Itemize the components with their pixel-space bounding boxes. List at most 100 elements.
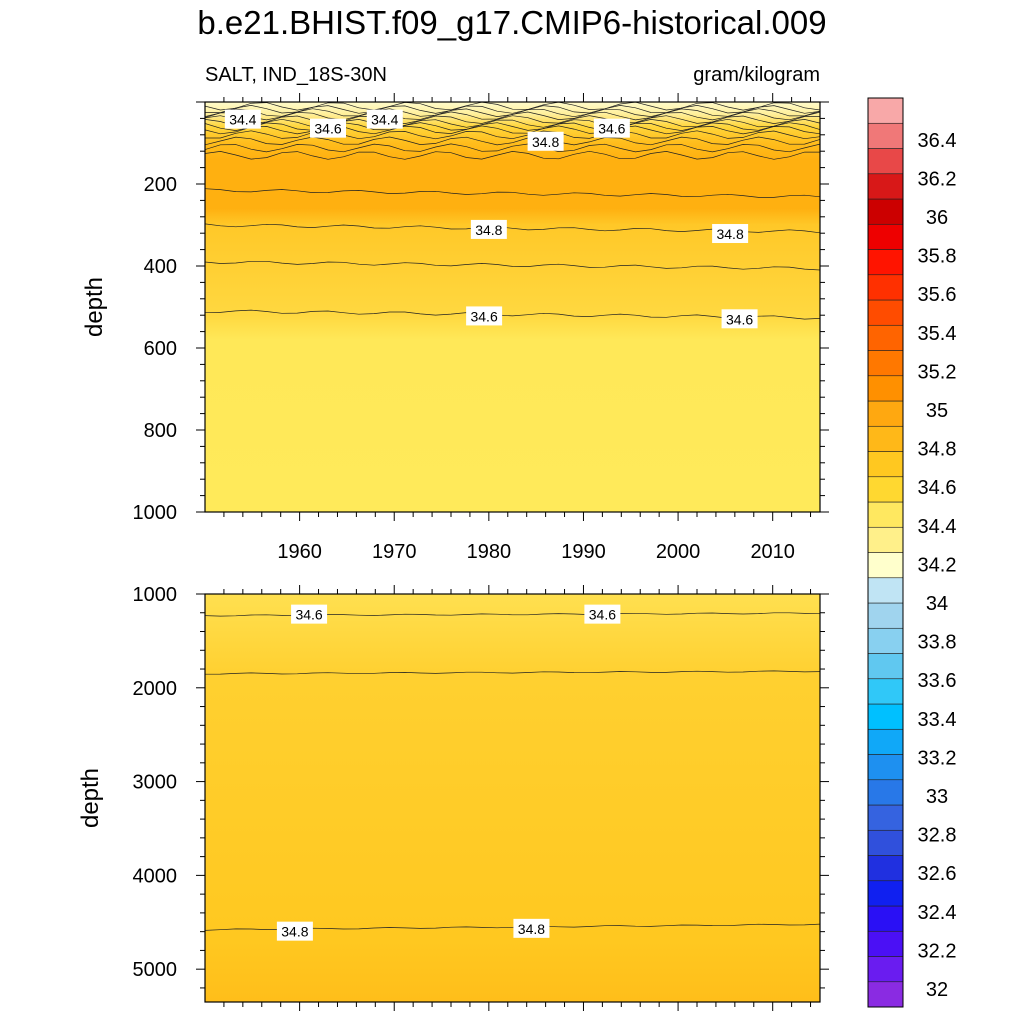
top-contour-labels: 34.4 34.6 34.4 34.8 34.6 34.8 34.8 34.6 34.6 xyxy=(224,109,758,329)
y-tick-label: 400 xyxy=(144,256,177,278)
contour-label-text: 34.8 xyxy=(281,924,308,940)
colorbar-level-label: 32.6 xyxy=(918,863,957,885)
contour-line xyxy=(205,136,820,146)
colorbar-swatch xyxy=(867,249,904,276)
contour-line xyxy=(205,118,820,128)
contour-label-text: 34.8 xyxy=(716,226,743,242)
x-tick-label: 1970 xyxy=(372,541,417,563)
colorbar-frame xyxy=(867,97,904,1008)
contour-line xyxy=(205,188,820,198)
colorbar-swatch xyxy=(867,703,904,730)
colorbar-swatch xyxy=(867,804,904,831)
top-plot-frame xyxy=(204,101,821,513)
colorbar-level-label: 36 xyxy=(926,207,948,229)
contour-label: 34.8 xyxy=(276,921,313,941)
colorbar-swatch xyxy=(867,855,904,882)
y-tick-label: 5000 xyxy=(133,959,178,981)
contour-label: 34.8 xyxy=(527,131,564,151)
contour-label: 34.6 xyxy=(593,118,630,138)
colorbar-swatch xyxy=(867,956,904,983)
x-tick-label: 1960 xyxy=(277,541,322,563)
colorbar-swatch xyxy=(867,173,904,200)
y-tick-label: 200 xyxy=(144,174,177,196)
contour-label: 34.8 xyxy=(712,224,749,244)
contour-label-text: 34.6 xyxy=(470,308,497,324)
contour-line xyxy=(205,102,820,111)
colorbar-level-label: 35 xyxy=(926,400,948,422)
top-panel: 34.4 34.6 34.4 34.8 34.6 34.8 34.8 34.6 34.6 196… xyxy=(81,93,829,563)
colorbar-level-label: 32.4 xyxy=(918,902,957,924)
bottom-contour-labels: 34.6 34.6 34.8 34.8 xyxy=(276,604,621,941)
colorbar-level-label: 33.6 xyxy=(918,670,957,692)
colorbar-swatch xyxy=(867,728,904,755)
bottom-panel: 34.6 34.6 34.8 34.8 1000 2000 3000 4000 5000 de… xyxy=(77,584,829,1011)
contour-label-text: 34.6 xyxy=(314,121,341,137)
contour-line xyxy=(205,115,820,124)
colorbar-level-label: 34 xyxy=(926,593,948,615)
contour-label: 34.4 xyxy=(366,109,403,129)
colorbar: 32 32.2 32.4 32.6 32.8 33 33.2 33.4 33.6 33.8 34 34… xyxy=(867,97,957,1008)
contour-label-text: 34.6 xyxy=(295,607,322,623)
x-tick-label: 1980 xyxy=(467,541,512,563)
colorbar-swatch xyxy=(867,754,904,781)
colorbar-level-label: 32.8 xyxy=(918,825,957,847)
colorbar-swatch xyxy=(867,97,904,124)
colorbar-level-label: 35.4 xyxy=(918,323,957,345)
contour-label: 34.8 xyxy=(513,918,550,938)
contour-line xyxy=(205,309,820,320)
colorbar-swatch xyxy=(867,981,904,1008)
bottom-y-axis: 1000 2000 3000 4000 5000 xyxy=(133,584,829,989)
y-tick-label: 1000 xyxy=(133,584,178,606)
top-plot-background xyxy=(205,102,820,512)
top-x-axis: 1960 1970 1980 1990 2000 2010 xyxy=(223,93,812,563)
colorbar-swatch xyxy=(867,425,904,452)
figure-title: b.e21.BHIST.f09_g17.CMIP6-historical.009 xyxy=(197,4,826,41)
contour-label-text: 34.6 xyxy=(598,121,625,137)
contour-label: 34.6 xyxy=(721,309,758,329)
colorbar-level-label: 33 xyxy=(926,786,948,808)
colorbar-swatch xyxy=(867,148,904,175)
colorbar-swatch xyxy=(867,880,904,907)
contour-label-text: 34.8 xyxy=(475,222,502,238)
colorbar-swatch xyxy=(867,375,904,402)
contour-line xyxy=(205,150,820,160)
colorbar-swatch xyxy=(867,476,904,503)
colorbar-level-label: 32.2 xyxy=(918,940,957,962)
colorbar-swatch xyxy=(867,577,904,604)
colorbar-level-label: 33.8 xyxy=(918,632,957,654)
top-y-axis-title: depth xyxy=(81,277,108,337)
colorbar-swatch xyxy=(867,223,904,250)
x-tick-label: 1990 xyxy=(561,541,606,563)
colorbar-level-label: 35.2 xyxy=(918,361,957,383)
contour-line xyxy=(205,125,820,135)
bottom-plot-frame xyxy=(204,593,821,1003)
x-tick-label: 2000 xyxy=(656,541,701,563)
y-tick-label: 1000 xyxy=(133,502,178,524)
colorbar-swatch xyxy=(867,552,904,579)
colorbar-swatch xyxy=(867,779,904,806)
contour-line xyxy=(205,105,820,114)
x-tick-label: 2010 xyxy=(750,541,795,563)
units-label: gram/kilogram xyxy=(693,64,820,86)
contour-label: 34.6 xyxy=(310,118,346,138)
contour-label-text: 34.8 xyxy=(518,921,545,937)
colorbar-level-label: 34.2 xyxy=(918,554,957,576)
colorbar-level-label: 35.6 xyxy=(918,284,957,306)
bottom-y-axis-title: depth xyxy=(77,768,104,828)
colorbar-level-label: 33.4 xyxy=(918,709,957,731)
colorbar-level-label: 34.4 xyxy=(918,516,957,538)
contour-line xyxy=(205,143,820,153)
contour-line xyxy=(205,260,820,271)
colorbar-swatch xyxy=(867,905,904,932)
y-tick-label: 2000 xyxy=(133,678,178,700)
bottom-x-axis xyxy=(223,585,812,1011)
y-tick-label: 800 xyxy=(144,420,177,442)
contour-label: 34.4 xyxy=(224,109,261,129)
colorbar-swatch xyxy=(867,198,904,225)
colorbar-swatch xyxy=(867,451,904,478)
contour-line xyxy=(205,130,820,140)
contour-label: 34.6 xyxy=(584,604,621,624)
contour-label: 34.6 xyxy=(291,604,328,624)
colorbar-level-label: 34.8 xyxy=(918,439,957,461)
contour-line xyxy=(205,670,820,675)
